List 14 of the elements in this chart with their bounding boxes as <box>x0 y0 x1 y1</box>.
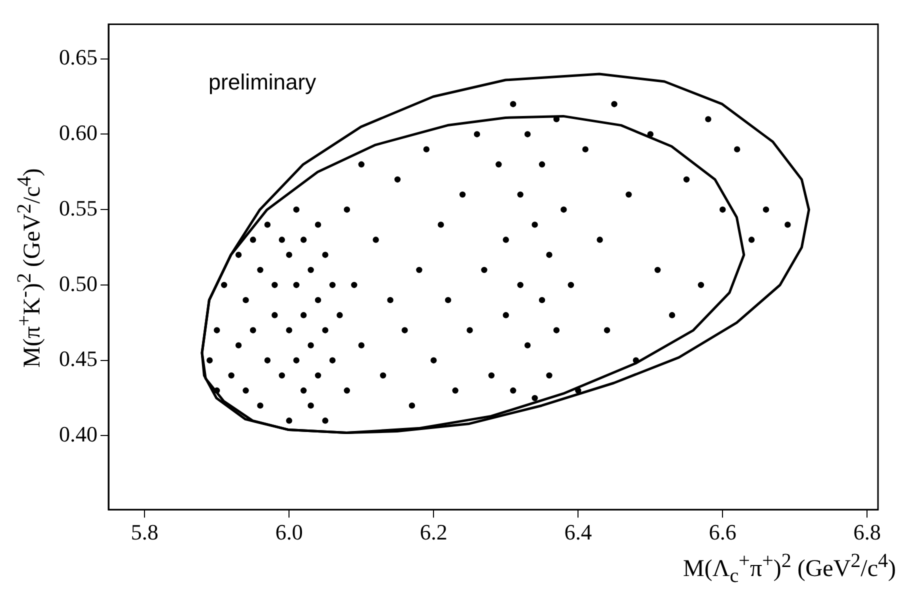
y-tick-label: 0.55 <box>59 195 98 220</box>
y-tick-label: 0.65 <box>59 44 98 70</box>
y-tick-label: 0.45 <box>59 346 98 372</box>
x-tick-label: 6.4 <box>564 520 592 545</box>
y-tick-label: 0.40 <box>59 422 98 447</box>
text: M(Λ$_{c}$$^{+}$π$^{+}$)$^{2}$ (GeV$^{2}$/c$^{4}$) <box>683 550 896 587</box>
x-tick-label: 6.0 <box>275 520 303 545</box>
y-tick-label: 0.60 <box>59 120 98 146</box>
y-tick-label: 0.50 <box>59 270 98 296</box>
x-tick-label: 6.8 <box>853 520 881 545</box>
x-tick-label: 6.6 <box>708 520 736 545</box>
x-tick-label: 5.8 <box>130 520 158 545</box>
annotation: preliminary <box>208 69 316 94</box>
x-tick-label: 6.2 <box>420 520 448 545</box>
